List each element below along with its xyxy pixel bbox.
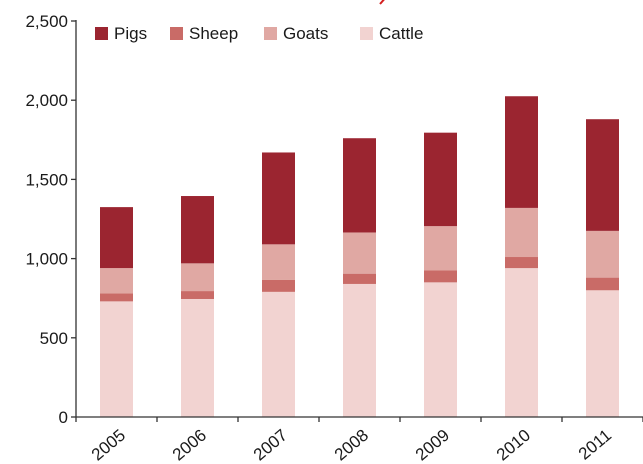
bar-sheep-2007 xyxy=(262,279,295,292)
bar-sheep-2010 xyxy=(505,257,538,269)
bar-cattle-2005 xyxy=(100,301,133,417)
bar-cattle-2011 xyxy=(586,290,619,417)
x-tick-label: 2009 xyxy=(412,426,453,464)
y-tick-label: 2,000 xyxy=(25,91,68,110)
bar-pigs-2008 xyxy=(343,138,376,233)
y-tick-label: 0 xyxy=(59,408,68,427)
bar-sheep-2011 xyxy=(586,277,619,291)
y-tick-label: 2,500 xyxy=(25,12,68,31)
x-tick-label: 2005 xyxy=(88,426,129,464)
legend-label-goats: Goats xyxy=(283,24,328,43)
bar-cattle-2007 xyxy=(262,291,295,417)
bar-goats-2007 xyxy=(262,244,295,280)
bars-group xyxy=(100,96,619,417)
bar-goats-2010 xyxy=(505,207,538,258)
bar-cattle-2009 xyxy=(424,282,457,417)
bar-sheep-2008 xyxy=(343,273,376,284)
bar-sheep-2006 xyxy=(181,291,214,299)
legend-label-sheep: Sheep xyxy=(189,24,238,43)
legend: Pigs Sheep Goats Cattle xyxy=(95,24,423,43)
legend-swatch-pigs xyxy=(95,27,108,40)
bar-pigs-2011 xyxy=(586,119,619,231)
bar-goats-2011 xyxy=(586,230,619,278)
legend-label-cattle: Cattle xyxy=(379,24,423,43)
y-tick-label: 1,500 xyxy=(25,170,68,189)
y-tick-label: 1,000 xyxy=(25,250,68,269)
bar-goats-2008 xyxy=(343,232,376,274)
bar-goats-2009 xyxy=(424,226,457,271)
x-tick-label: 2010 xyxy=(493,426,534,464)
legend-swatch-sheep xyxy=(170,27,183,40)
bar-goats-2006 xyxy=(181,263,214,292)
x-tick-label: 2006 xyxy=(169,426,210,464)
bar-cattle-2006 xyxy=(181,298,214,417)
legend-swatch-goats xyxy=(264,27,277,40)
red-top-mark xyxy=(379,0,385,5)
legend-swatch-cattle xyxy=(360,27,373,40)
bar-pigs-2006 xyxy=(181,196,214,264)
bar-pigs-2009 xyxy=(424,132,457,227)
x-tick-label: 2007 xyxy=(250,426,291,464)
bar-cattle-2010 xyxy=(505,268,538,417)
y-tick-label: 500 xyxy=(40,329,68,348)
legend-label-pigs: Pigs xyxy=(114,24,147,43)
bar-pigs-2007 xyxy=(262,152,295,245)
bar-pigs-2010 xyxy=(505,96,538,208)
x-tick-label: 2011 xyxy=(575,426,615,464)
x-tick-label: 2008 xyxy=(331,426,372,464)
bar-cattle-2008 xyxy=(343,283,376,417)
bar-pigs-2005 xyxy=(100,207,133,269)
bar-sheep-2005 xyxy=(100,293,133,302)
bar-sheep-2009 xyxy=(424,270,457,283)
bar-goats-2005 xyxy=(100,268,133,294)
